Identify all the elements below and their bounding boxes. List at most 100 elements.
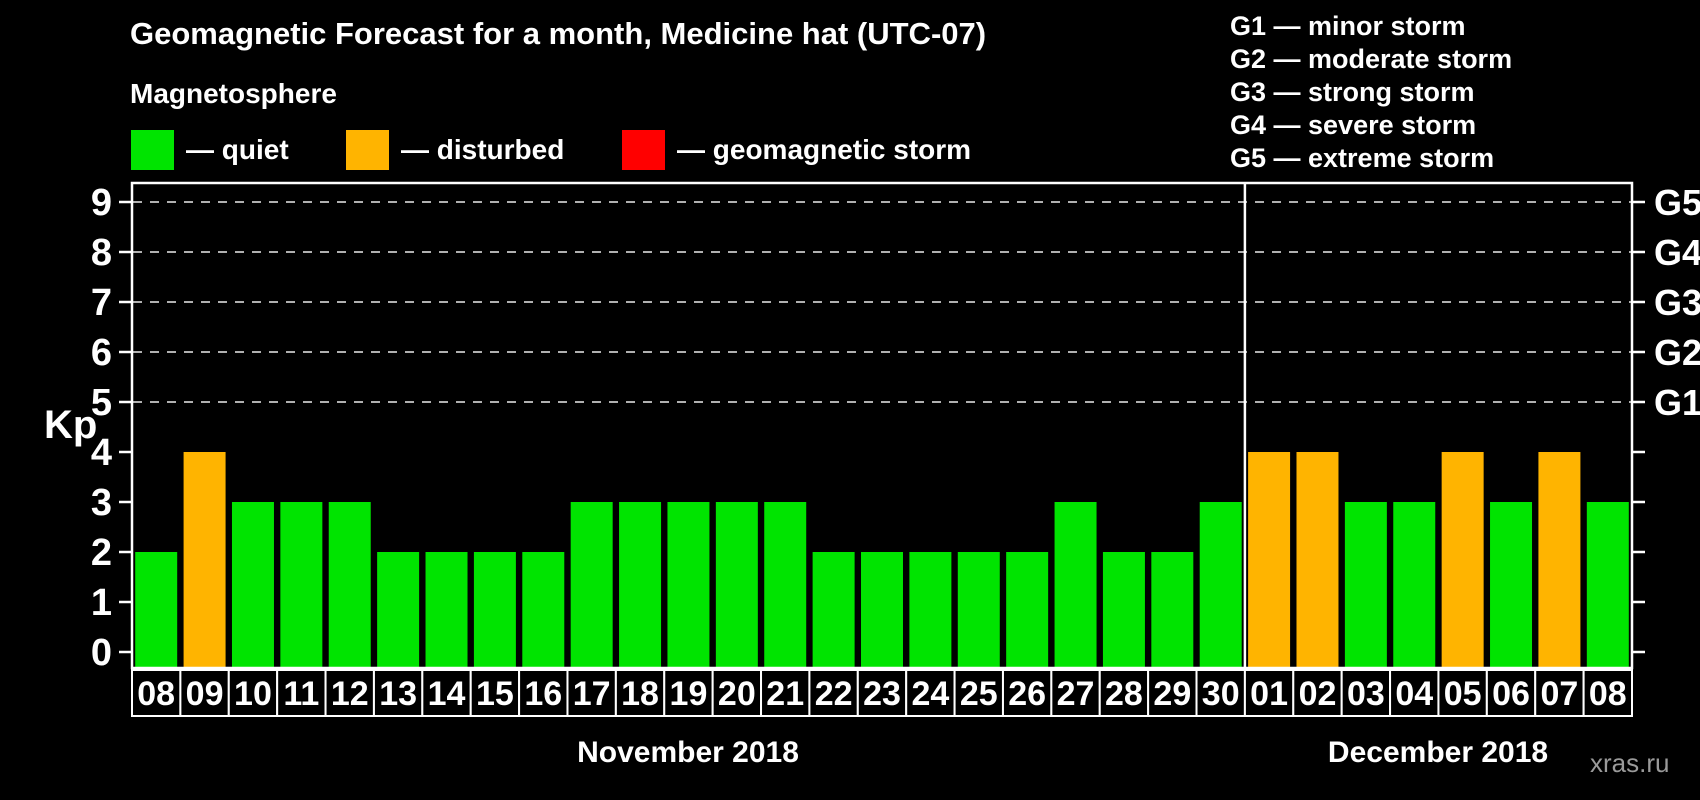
date-cell-label-16: 16: [524, 675, 562, 713]
date-cell-label-19: 19: [670, 675, 708, 713]
date-cell-label-15: 15: [476, 675, 514, 713]
g-axis-label-G3: G3: [1654, 282, 1700, 323]
magnetosphere-label: Magnetosphere: [130, 78, 337, 109]
legend-item-quiet: — quiet: [131, 130, 289, 170]
date-cell-label-22: 22: [815, 675, 853, 713]
kp-bar-dec-07: [1538, 452, 1581, 668]
kp-bar-nov-22: [812, 552, 855, 668]
date-cell-09: [179, 669, 230, 717]
g-axis-label-G2: G2: [1654, 332, 1700, 373]
g-axis-label-G4: G4: [1654, 232, 1700, 273]
kp-bar-nov-16: [522, 552, 565, 668]
magnetosphere-legend: — quiet — disturbed — geomagnetic storm: [0, 130, 1100, 172]
date-cell-label-25: 25: [960, 675, 998, 713]
legend-item-storm: — geomagnetic storm: [622, 130, 971, 170]
kp-bar-dec-05: [1441, 452, 1484, 668]
date-cell-29: [1147, 669, 1198, 717]
date-cell-11: [276, 669, 327, 717]
date-cell-label-30: 30: [1202, 675, 1240, 713]
date-cell-08: [131, 669, 182, 717]
y-tick-label-8: 8: [91, 232, 112, 274]
legend-item-disturbed: — disturbed: [346, 130, 564, 170]
kp-bar-nov-10: [231, 502, 274, 668]
date-cell-label-17: 17: [573, 675, 611, 713]
y-tick-label-5: 5: [91, 382, 112, 424]
date-cell-label-02: 02: [1299, 675, 1337, 713]
date-cell-label-05: 05: [1444, 675, 1482, 713]
kp-bar-nov-21: [764, 502, 807, 668]
kp-bar-nov-14: [425, 552, 468, 668]
legend-swatch-disturbed: [346, 130, 389, 170]
date-cell-25: [953, 669, 1004, 717]
date-cell-23: [856, 669, 908, 717]
legend-label-storm: — geomagnetic storm: [677, 134, 972, 165]
date-cell-label-07: 07: [1541, 675, 1579, 713]
date-cell-label-18: 18: [621, 675, 659, 713]
date-cell-label-08: 08: [1589, 675, 1627, 713]
kp-bar-nov-25: [957, 552, 1000, 668]
date-cell-label-14: 14: [428, 675, 466, 713]
kp-bar-nov-15: [473, 552, 516, 668]
date-cell-label-08: 08: [137, 675, 175, 713]
date-cell-05: [1437, 669, 1488, 717]
date-cell-label-20: 20: [718, 675, 756, 713]
g-legend-line-1: G1 — minor storm: [1230, 11, 1466, 41]
kp-bar-nov-20: [715, 502, 758, 668]
y-tick-label-0: 0: [91, 632, 112, 674]
date-cell-label-11: 11: [283, 675, 319, 713]
date-cell-label-21: 21: [766, 675, 804, 713]
kp-bar-nov-12: [328, 502, 371, 668]
y-tick-label-9: 9: [91, 182, 112, 224]
date-cell-label-10: 10: [234, 675, 272, 713]
kp-bar-nov-28: [1102, 552, 1145, 668]
kp-bar-nov-26: [1006, 552, 1049, 668]
date-cell-01: [1243, 669, 1295, 717]
y-tick-label-6: 6: [91, 332, 112, 374]
date-cell-label-13: 13: [379, 675, 417, 713]
y-tick-label-3: 3: [91, 482, 112, 524]
y-tick-label-4: 4: [91, 432, 112, 474]
date-cell-label-09: 09: [186, 675, 224, 713]
kp-axis-title: Kp: [44, 403, 97, 447]
date-cell-16: [518, 669, 569, 717]
page-title: Geomagnetic Forecast for a month, Medici…: [130, 16, 987, 51]
kp-bar-nov-09: [183, 452, 226, 668]
g-axis-label-G5: G5: [1654, 182, 1700, 223]
g-legend-line-4: G4 — severe storm: [1230, 110, 1477, 140]
kp-bar-nov-24: [909, 552, 952, 668]
date-cell-label-23: 23: [863, 675, 901, 713]
kp-bar-dec-06: [1490, 502, 1533, 668]
date-cell-03: [1340, 669, 1392, 717]
kp-bar-dec-02: [1296, 452, 1339, 668]
date-cell-label-12: 12: [331, 675, 369, 713]
kp-bar-nov-18: [619, 502, 662, 668]
legend-label-disturbed: — disturbed: [401, 134, 565, 165]
date-cell-08: [1582, 669, 1634, 717]
date-cell-label-29: 29: [1153, 675, 1191, 713]
date-cell-27: [1050, 669, 1101, 717]
date-cell-label-01: 01: [1250, 675, 1288, 713]
kp-bar-nov-08: [135, 552, 178, 668]
g-scale-legend: G1 — minor storm G2 — moderate storm G3 — …: [1230, 10, 1512, 175]
month-label-december: December 2018: [1327, 736, 1549, 769]
kp-bar-dec-04: [1393, 502, 1436, 668]
date-cell-label-06: 06: [1492, 675, 1530, 713]
date-cell-label-26: 26: [1008, 675, 1046, 713]
kp-bar-dec-01: [1248, 452, 1291, 668]
y-tick-label-1: 1: [91, 582, 112, 624]
watermark: xras.ru: [1590, 748, 1670, 778]
y-tick-label-2: 2: [91, 532, 112, 574]
date-cell-13: [372, 669, 424, 717]
g-axis-label-G1: G1: [1654, 382, 1700, 423]
date-cell-label-03: 03: [1347, 675, 1385, 713]
kp-bar-dec-03: [1344, 502, 1387, 668]
kp-bar-nov-23: [861, 552, 903, 668]
date-cell-10: [227, 669, 279, 717]
date-cell-21: [760, 669, 811, 717]
y-tick-label-7: 7: [91, 282, 112, 324]
date-cell-label-04: 04: [1395, 675, 1433, 713]
date-cell-label-27: 27: [1057, 675, 1095, 713]
kp-bar-nov-27: [1054, 502, 1097, 668]
kp-bar-nov-17: [570, 502, 613, 668]
legend-label-quiet: — quiet: [186, 134, 289, 165]
